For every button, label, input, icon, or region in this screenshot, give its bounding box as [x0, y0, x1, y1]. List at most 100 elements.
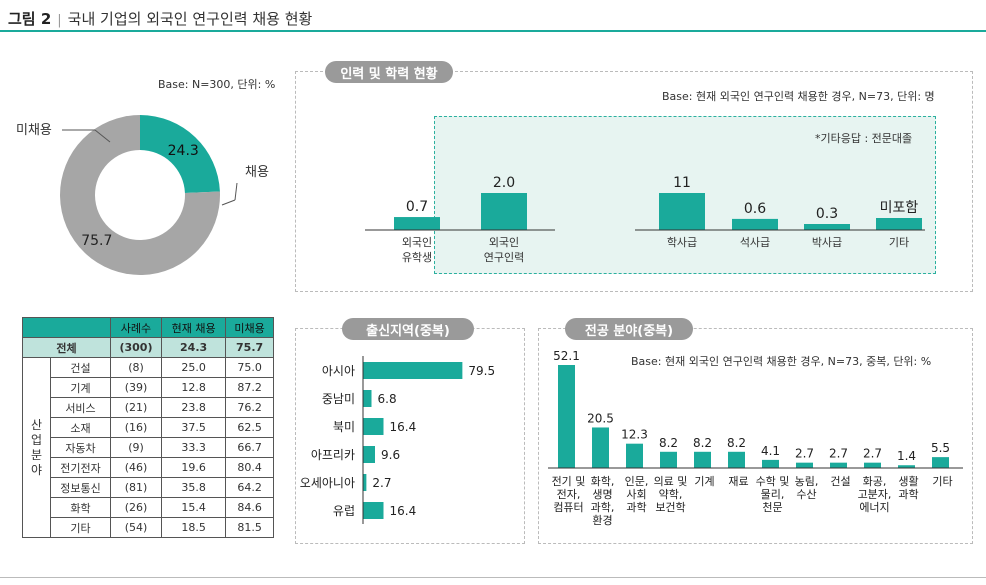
bar	[762, 459, 779, 468]
cell-n: (81)	[110, 477, 162, 498]
bar-value-label: 4.1	[761, 444, 780, 458]
title-separator: |	[57, 13, 62, 28]
bar-value-label: 8.2	[693, 436, 712, 450]
bar-category-label: 아시아	[322, 364, 355, 378]
bar	[558, 365, 575, 468]
bar-value-label: 12.3	[621, 428, 648, 442]
bar-category-label: 과학	[626, 501, 646, 514]
bar-category-label: 박사급	[812, 236, 842, 249]
cell-not-hired: 75.7	[225, 337, 274, 358]
cell-hired: 35.8	[160, 477, 227, 498]
cell-hired: 12.8	[160, 377, 227, 398]
bar-category-label: 생활	[898, 474, 918, 488]
cell-hired: 18.5	[160, 517, 227, 538]
bar-value-label: 2.7	[829, 447, 848, 461]
bar-category-label: 에너지	[859, 501, 889, 514]
bar-category-label: 고분자,	[858, 488, 892, 501]
bar-category-label: 보건학	[655, 501, 685, 514]
bar	[660, 451, 677, 468]
major-chart: 52.1전기 및전자,컴퓨터20.5화학,생명과학,환경12.3인문,사회과학8…	[548, 349, 963, 527]
figure-label: 그림 2	[8, 10, 52, 28]
bar-value-label: 11	[673, 175, 691, 191]
education-footnote: *기타응답 : 전문대졸	[815, 132, 913, 145]
cell-n: (46)	[110, 457, 162, 478]
row-label: 전체	[22, 337, 111, 358]
bar-value-label: 2.7	[863, 447, 882, 461]
bar	[932, 457, 949, 468]
hired-leader-d	[221, 199, 236, 206]
bar	[830, 462, 847, 468]
bar-category-label: 컴퓨터	[553, 501, 583, 514]
bar-value-label: 0.3	[816, 206, 838, 222]
bar-category-label: 수학 및	[756, 475, 790, 488]
cell-hired: 19.6	[160, 457, 227, 478]
table-row: 전기전자 (46) 19.6 80.4	[23, 457, 274, 478]
donut-value-label: 24.3	[168, 143, 199, 159]
group-label-char: 산	[30, 417, 43, 432]
row-label: 건설	[50, 357, 111, 378]
bar-category-label: 사회	[626, 488, 646, 501]
bar	[732, 218, 778, 230]
cell-not-hired: 62.5	[225, 417, 274, 438]
bar	[694, 451, 711, 468]
col-header-not-hired: 미채용	[225, 317, 274, 338]
cell-not-hired: 76.2	[225, 397, 274, 418]
bar-value-label: 미포함	[880, 200, 919, 216]
donut-label-not-hired: 미채용	[16, 123, 52, 138]
bar-value-label: 1.4	[897, 449, 916, 463]
row-label: 전기전자	[50, 457, 111, 478]
table-row: 기계 (39) 12.8 87.2	[23, 377, 274, 398]
cell-n: (54)	[110, 517, 162, 538]
major-base-note: Base: 현재 외국인 연구인력 채용한 경우, N=73, 중복, 단위: …	[631, 355, 932, 368]
cell-n: (16)	[110, 417, 162, 438]
staff-base-note: Base: 현재 외국인 연구인력 채용한 경우, N=73, 단위: 명	[662, 90, 935, 103]
row-label: 기타	[50, 517, 111, 538]
table-row: 정보통신 (81) 35.8 64.2	[23, 477, 274, 498]
bar-category-label: 기타	[889, 236, 909, 249]
cell-n: (8)	[110, 357, 162, 378]
staff-education-panel	[295, 71, 973, 292]
bar	[363, 418, 384, 435]
figure-title: 그림 2 | 국내 기업의 외국인 연구인력 채용 현황	[8, 8, 312, 29]
bar-value-label: 2.0	[493, 175, 515, 191]
hired-leader-v	[234, 182, 238, 201]
group-label-char: 업	[30, 432, 43, 447]
industry-table: 사례수 현재 채용 미채용 전체 (300) 24.3 75.7 산 업 분 야 건설(…	[22, 317, 274, 538]
bar-category-label: 전기 및	[552, 475, 586, 488]
bar-category-label: 약학,	[659, 487, 683, 501]
bar-category-label: 석사급	[740, 236, 770, 249]
major-panel	[538, 328, 973, 544]
table-row: 소재 (16) 37.5 62.5	[23, 417, 274, 438]
bar	[363, 362, 463, 379]
bar-category-label: 과학	[898, 488, 918, 501]
cell-n: (26)	[110, 497, 162, 518]
bar-category-label: 의료 및	[654, 475, 688, 488]
row-label: 기계	[50, 377, 111, 398]
bar-value-label: 9.6	[381, 448, 400, 462]
cell-not-hired: 87.2	[225, 377, 274, 398]
donut-chart: 24.3 75.7 미채용 채용	[16, 115, 269, 275]
cell-hired: 24.3	[160, 337, 227, 358]
cell-not-hired: 81.5	[225, 517, 274, 538]
title-rule	[0, 30, 986, 32]
cell-hired: 37.5	[160, 417, 227, 438]
col-header-n: 사례수	[110, 317, 162, 338]
cell-hired: 23.8	[160, 397, 227, 418]
col-header-hired: 현재 채용	[160, 317, 227, 338]
bar-value-label: 2.7	[372, 476, 391, 490]
bar	[804, 224, 850, 230]
bar-category-label: 화학,	[591, 475, 615, 488]
group-label-char: 야	[30, 462, 43, 477]
bar-category-label: 기타	[932, 475, 952, 488]
row-label: 자동차	[50, 437, 111, 458]
bar-category-label: 환경	[592, 514, 612, 527]
bar-value-label: 20.5	[587, 411, 614, 425]
cell-n: (300)	[110, 337, 162, 358]
cell-not-hired: 64.2	[225, 477, 274, 498]
bar-category-label: 천문	[762, 500, 782, 514]
bar	[796, 462, 813, 468]
figure-title-text: 국내 기업의 외국인 연구인력 채용 현황	[67, 10, 313, 28]
table-row: 서비스 (21) 23.8 76.2	[23, 397, 274, 418]
bar-category-label: 인문,	[625, 475, 649, 488]
